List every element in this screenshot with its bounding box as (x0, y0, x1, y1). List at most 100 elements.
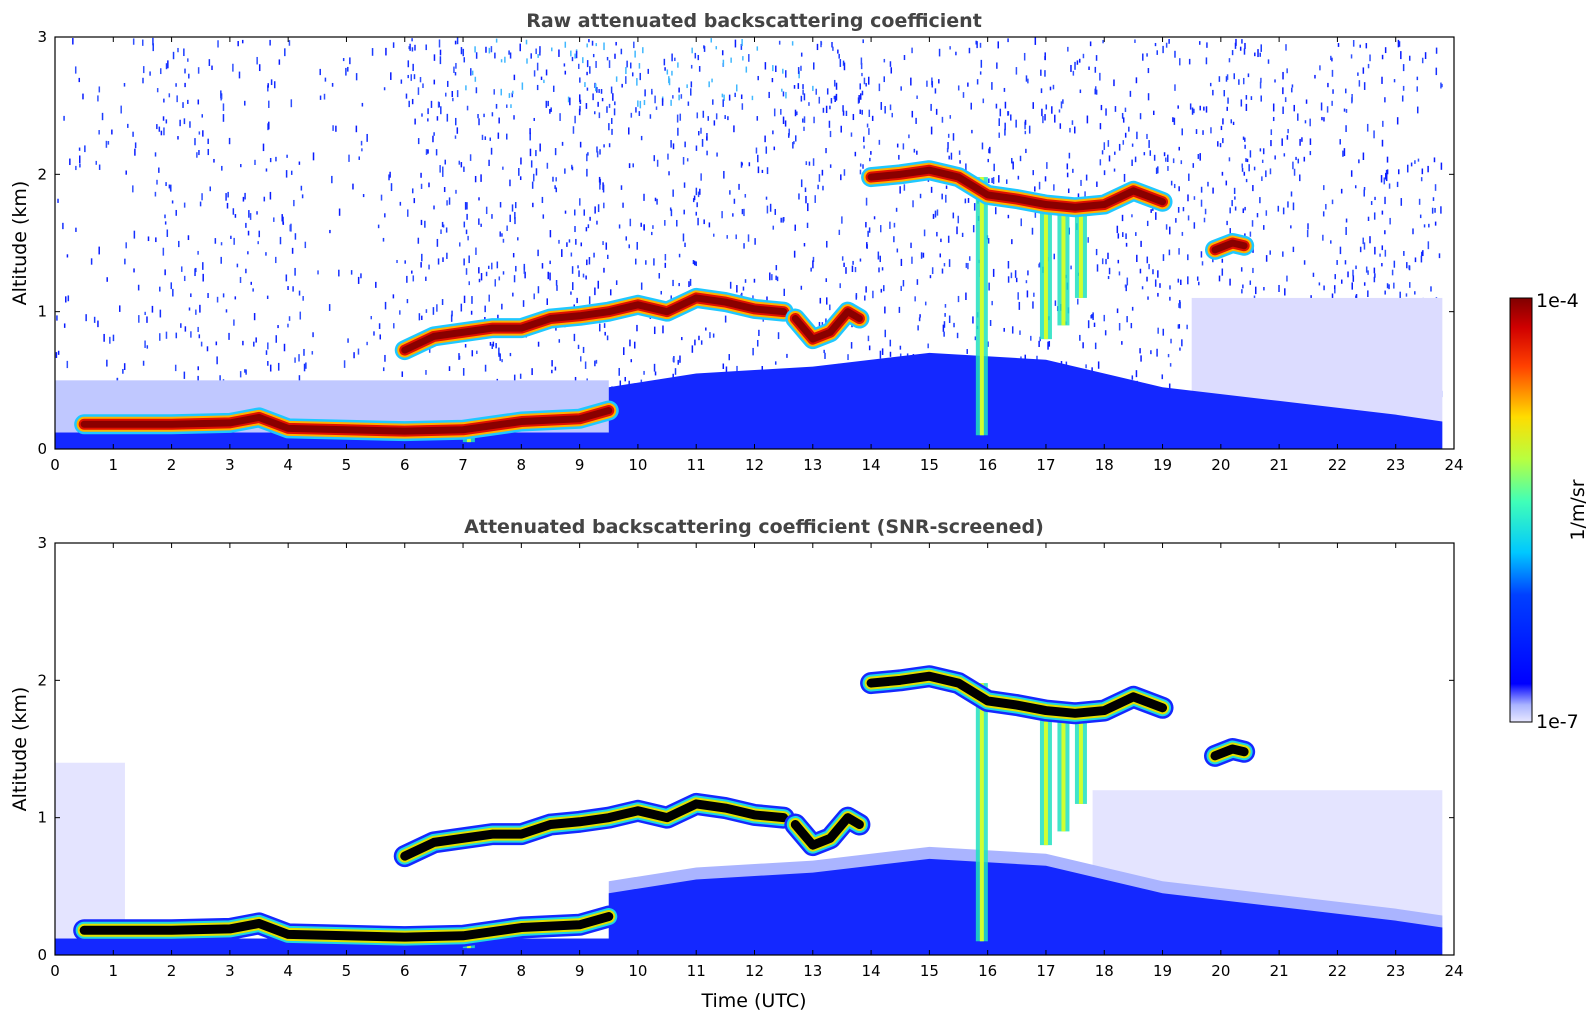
noise-speck (1105, 258, 1107, 265)
noise-speck (555, 327, 557, 331)
noise-speck (109, 336, 111, 344)
noise-speck (244, 100, 246, 106)
noise-speck (574, 226, 576, 233)
x-tick-label: 24 (1444, 456, 1463, 474)
noise-speck (520, 157, 522, 165)
noise-speck (1318, 282, 1321, 286)
noise-speck (603, 267, 605, 273)
noise-speck (972, 316, 974, 324)
noise-speck (220, 256, 222, 264)
noise-speck (1363, 282, 1366, 286)
x-tick-label: 3 (225, 962, 235, 980)
noise-speck (228, 137, 231, 145)
noise-speck (1118, 323, 1121, 331)
noise-speck (1286, 135, 1289, 140)
noise-speck (75, 227, 77, 232)
noise-speck (1432, 197, 1435, 201)
noise-speck (1003, 327, 1005, 332)
noise-speck (772, 65, 774, 72)
noise-speck (244, 369, 246, 373)
noise-speck (1386, 283, 1389, 289)
noise-speck (1179, 347, 1181, 351)
noise-speck (842, 60, 845, 66)
noise-speck (926, 80, 928, 87)
noise-speck (451, 310, 453, 317)
noise-speck (1245, 95, 1248, 100)
noise-speck (736, 365, 738, 373)
noise-speck (1270, 140, 1272, 147)
noise-speck (668, 78, 671, 86)
noise-speck (903, 184, 906, 191)
noise-speck (778, 40, 781, 45)
noise-speck (1174, 84, 1176, 91)
x-tick-label: 6 (400, 456, 410, 474)
noise-speck (107, 141, 110, 145)
noise-speck (1066, 163, 1069, 170)
noise-speck (1146, 220, 1149, 227)
noise-speck (654, 371, 657, 376)
noise-speck (1350, 170, 1353, 177)
noise-speck (349, 57, 351, 65)
noise-speck (98, 130, 100, 135)
noise-speck (1116, 225, 1119, 234)
noise-speck (1440, 206, 1442, 214)
noise-speck (436, 238, 439, 247)
noise-speck (300, 185, 303, 191)
noise-speck (1234, 196, 1236, 200)
noise-speck (566, 242, 568, 247)
noise-speck (766, 167, 769, 175)
noise-speck (598, 89, 600, 93)
noise-speck (748, 54, 750, 62)
noise-speck (1210, 127, 1212, 134)
noise-speck (377, 224, 380, 229)
noise-speck (822, 185, 824, 191)
noise-speck (1135, 370, 1138, 378)
noise-speck (1201, 261, 1204, 266)
noise-speck (1129, 90, 1132, 97)
noise-speck (783, 288, 785, 297)
noise-speck (1254, 286, 1257, 295)
noise-speck (971, 129, 973, 134)
noise-speck (1156, 348, 1158, 357)
noise-speck (1131, 159, 1133, 166)
x-tick-label: 22 (1328, 456, 1347, 474)
noise-speck (602, 241, 604, 246)
noise-speck (228, 332, 230, 340)
noise-speck (1107, 252, 1109, 260)
noise-speck (574, 115, 576, 124)
noise-speck (587, 224, 590, 229)
noise-speck (712, 99, 714, 105)
noise-speck (265, 252, 267, 256)
noise-speck (1434, 184, 1437, 191)
noise-speck (588, 296, 591, 305)
noise-speck (504, 56, 506, 63)
noise-speck (242, 196, 245, 202)
noise-speck (232, 208, 235, 215)
noise-speck (1094, 66, 1097, 73)
noise-speck (163, 98, 165, 103)
noise-speck (1385, 174, 1388, 182)
noise-speck (597, 204, 600, 213)
noise-speck (1053, 184, 1055, 191)
noise-speck (238, 71, 241, 79)
noise-speck (911, 110, 914, 118)
noise-speck (1384, 97, 1386, 103)
noise-speck (154, 152, 157, 157)
noise-speck (1193, 108, 1195, 114)
noise-speck (1147, 93, 1150, 101)
noise-speck (914, 296, 916, 302)
noise-speck (375, 281, 377, 288)
noise-speck (1146, 133, 1148, 140)
noise-speck (775, 265, 778, 271)
noise-speck (740, 43, 743, 50)
noise-speck (467, 235, 469, 241)
noise-speck (435, 149, 438, 156)
noise-speck (1038, 340, 1040, 348)
noise-speck (222, 103, 225, 111)
noise-speck (437, 258, 440, 265)
noise-speck (396, 259, 398, 264)
noise-speck (373, 331, 375, 336)
noise-speck (454, 135, 457, 139)
x-tick-label: 1 (109, 456, 119, 474)
colorbar-min-label: 1e-7 (1536, 711, 1579, 733)
